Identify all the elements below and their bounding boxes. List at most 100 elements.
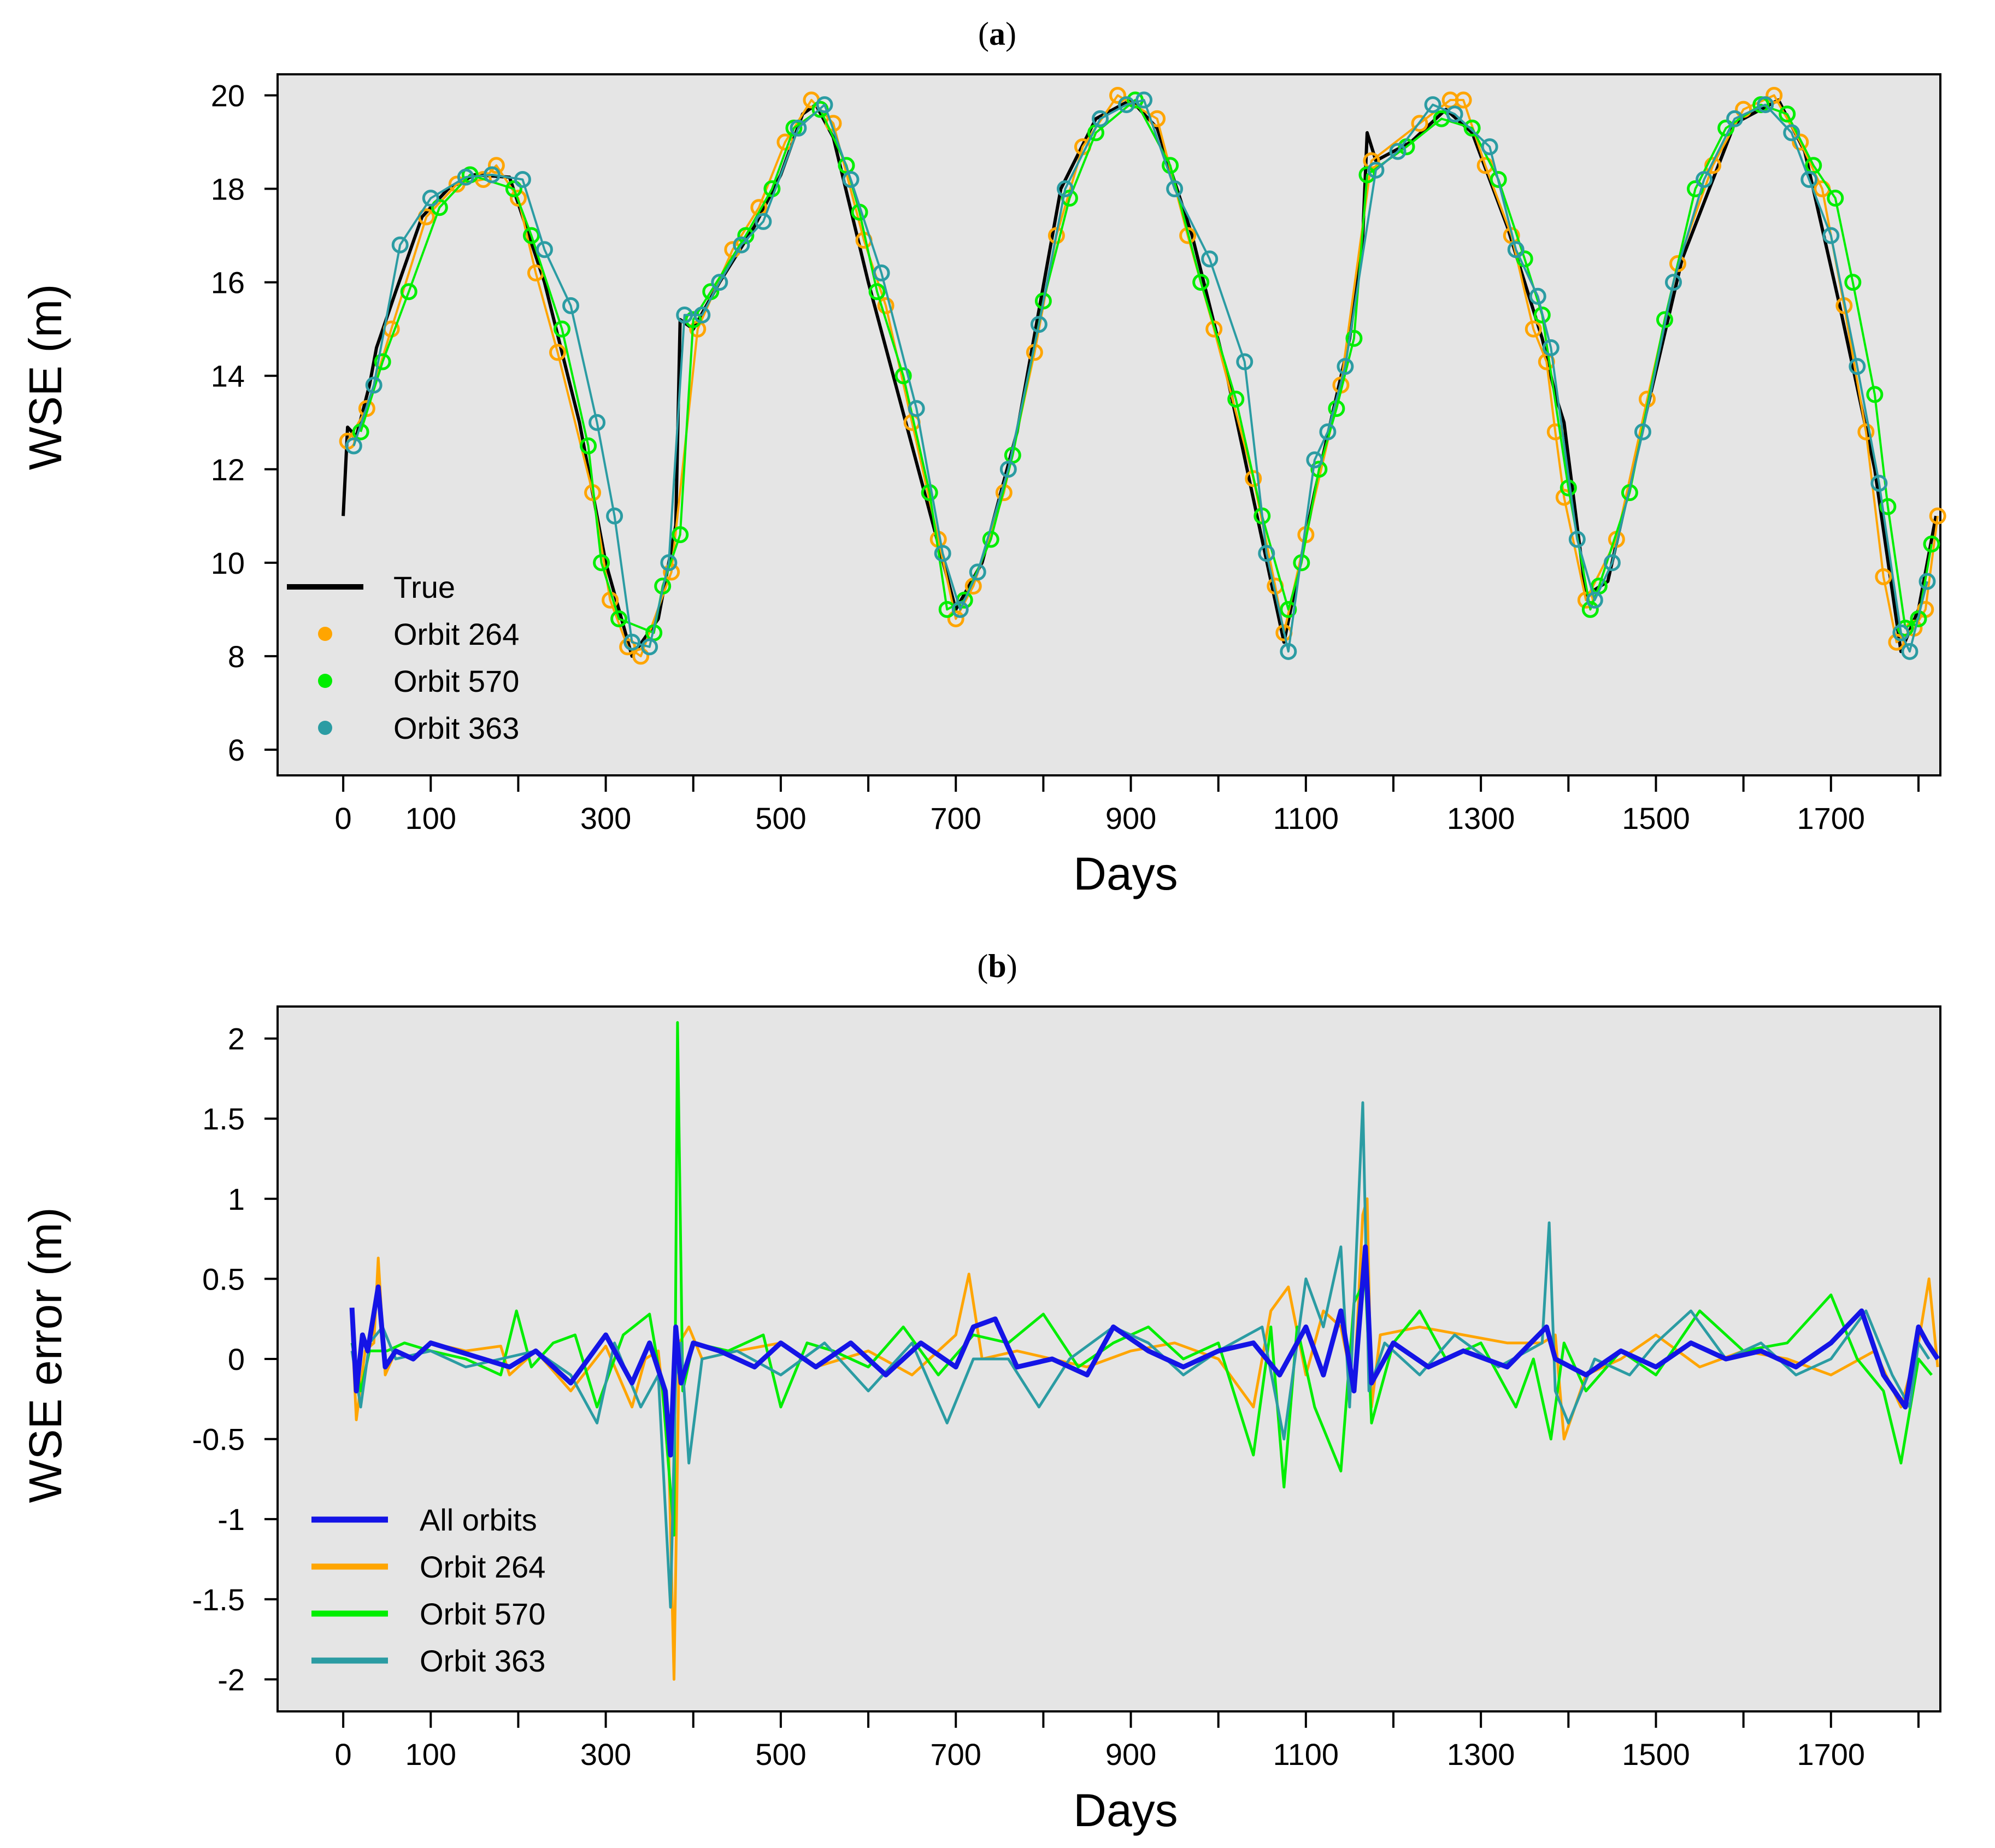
orbit-363-point: [514, 170, 531, 188]
y-tick-label: -1: [217, 1502, 245, 1537]
orbit-264-point: [632, 648, 650, 665]
x-tick-label: 100: [405, 801, 456, 835]
orbit-570-point: [685, 311, 702, 328]
y-tick-label: 16: [211, 266, 245, 300]
orbit-363-point: [733, 236, 750, 254]
legend-b-all-orbits-label: All orbits: [420, 1503, 537, 1537]
orbit-363-point: [676, 306, 693, 323]
orbit-264-point: [1109, 86, 1127, 104]
orbit-264-point: [1411, 115, 1428, 132]
orbit-363-point: [908, 400, 925, 417]
orbit-363-point: [1901, 643, 1919, 660]
orbit-264-point: [1875, 568, 1892, 585]
orbit-363-point: [483, 166, 501, 184]
orbit-264-point: [1704, 157, 1722, 174]
orbit-264-point: [877, 297, 894, 314]
x-tick-label: 700: [931, 1737, 981, 1772]
orbit-264-point: [549, 344, 567, 361]
orbit-363-point: [1319, 423, 1337, 440]
orbit-363-point: [365, 376, 382, 394]
y-tick-label: 6: [228, 733, 245, 767]
orbit-570-error-line: [350, 1021, 1933, 1537]
x-tick-label: 700: [931, 801, 981, 835]
x-tick-label: 0: [335, 1737, 352, 1772]
orbit-363-point: [1118, 96, 1135, 114]
orbit-363-point: [1634, 423, 1651, 440]
orbit-570-point: [610, 610, 628, 627]
orbit-264-point: [1245, 470, 1262, 487]
orbit-264-point: [1888, 633, 1905, 651]
orbit-363-point: [1870, 474, 1888, 492]
x-tick-label: 900: [1105, 801, 1156, 835]
panel-a-x-axis-title: Days: [1073, 848, 1178, 899]
x-tick-label: 1100: [1273, 801, 1339, 835]
orbit-363-point: [1783, 124, 1800, 142]
orbit-264-point: [1792, 133, 1809, 151]
x-tick-label: 300: [580, 801, 631, 835]
y-tick-label: 0: [228, 1342, 245, 1376]
panel-a-title: (a): [978, 16, 1016, 52]
legend-b-orbit363-label: Orbit 363: [420, 1644, 545, 1678]
orbit-363-point: [1389, 143, 1406, 160]
orbit-363-point: [1529, 287, 1546, 305]
orbit-363-point: [1201, 250, 1219, 268]
orbit-363-point: [1030, 316, 1047, 333]
orbit-570-point: [1463, 119, 1481, 137]
panel-a-ticks: 0 100 300 500 700 900 1100 1300 1500 1700 6 8 10 12 14…: [211, 78, 1920, 835]
y-tick-label: 10: [211, 546, 245, 580]
orbit-264-point: [1929, 507, 1946, 525]
panel-a-legend: True Orbit 264 Orbit 570 Orbit 363: [287, 570, 519, 745]
legend-a-orbit570-label: Orbit 570: [393, 664, 519, 698]
orbit-570-point: [505, 180, 522, 198]
legend-a-orbit363-swatch: [318, 721, 332, 735]
orbit-570-point: [894, 367, 912, 385]
y-tick-label: 8: [228, 639, 245, 674]
orbit-570-point: [737, 227, 755, 244]
all-orbits-error-line: [349, 1244, 1940, 1458]
orbit-363-point: [873, 264, 890, 282]
orbit-570-point: [1034, 292, 1052, 310]
x-tick-label: 300: [580, 1737, 631, 1772]
panel-b-ticks: 0 100 300 500 700 900 1100 1300 1500 1700 2 1.5 1 0.5…: [192, 1022, 1920, 1772]
orbit-363-point: [660, 554, 678, 572]
orbit-363-point: [1258, 545, 1275, 562]
legend-a-orbit264-label: Orbit 264: [393, 617, 519, 651]
orbit-363-point: [1306, 451, 1323, 469]
orbit-264-point: [663, 563, 680, 581]
orbit-363-point: [422, 190, 439, 207]
orbit-363-point: [1800, 170, 1818, 188]
orbit-570-point: [672, 526, 689, 544]
x-tick-label: 900: [1105, 1737, 1156, 1772]
orbit-363-point: [1507, 241, 1525, 258]
orbit-363-point: [391, 236, 409, 254]
x-tick-label: 1500: [1622, 801, 1690, 835]
y-tick-label: 18: [211, 172, 245, 207]
orbit-363-point: [535, 241, 553, 258]
orbit-363-point: [1892, 624, 1910, 641]
orbit-363-point: [1166, 180, 1184, 198]
orbit-363-point: [1367, 161, 1385, 179]
orbit-570-point: [1779, 105, 1796, 123]
orbit-363-point: [1280, 643, 1297, 660]
legend-a-true-label: True: [393, 570, 455, 604]
panel-b-letter: b: [988, 948, 1006, 984]
orbit-363-point: [1603, 554, 1621, 572]
orbit-570-point: [1844, 274, 1862, 291]
orbit-363-point: [1135, 91, 1153, 109]
orbit-264-point: [947, 610, 964, 627]
orbit-363-point: [1696, 170, 1713, 188]
orbit-264-point: [1205, 320, 1223, 338]
y-tick-label: 1.5: [202, 1102, 245, 1136]
orbit-264-point: [1766, 86, 1783, 104]
orbit-570-point: [1162, 157, 1179, 174]
panel-b-x-axis-title: Days: [1073, 1785, 1178, 1836]
orbit-264-point: [509, 190, 527, 207]
orbit-363-point: [693, 306, 711, 323]
orbit-570-point: [1827, 190, 1844, 207]
panel-a-plot-area: [276, 73, 1941, 776]
x-tick-label: 1700: [1797, 801, 1865, 835]
y-tick-label: 20: [211, 78, 245, 113]
orbit-363-point: [1446, 105, 1463, 123]
orbit-570-point: [1533, 306, 1551, 323]
